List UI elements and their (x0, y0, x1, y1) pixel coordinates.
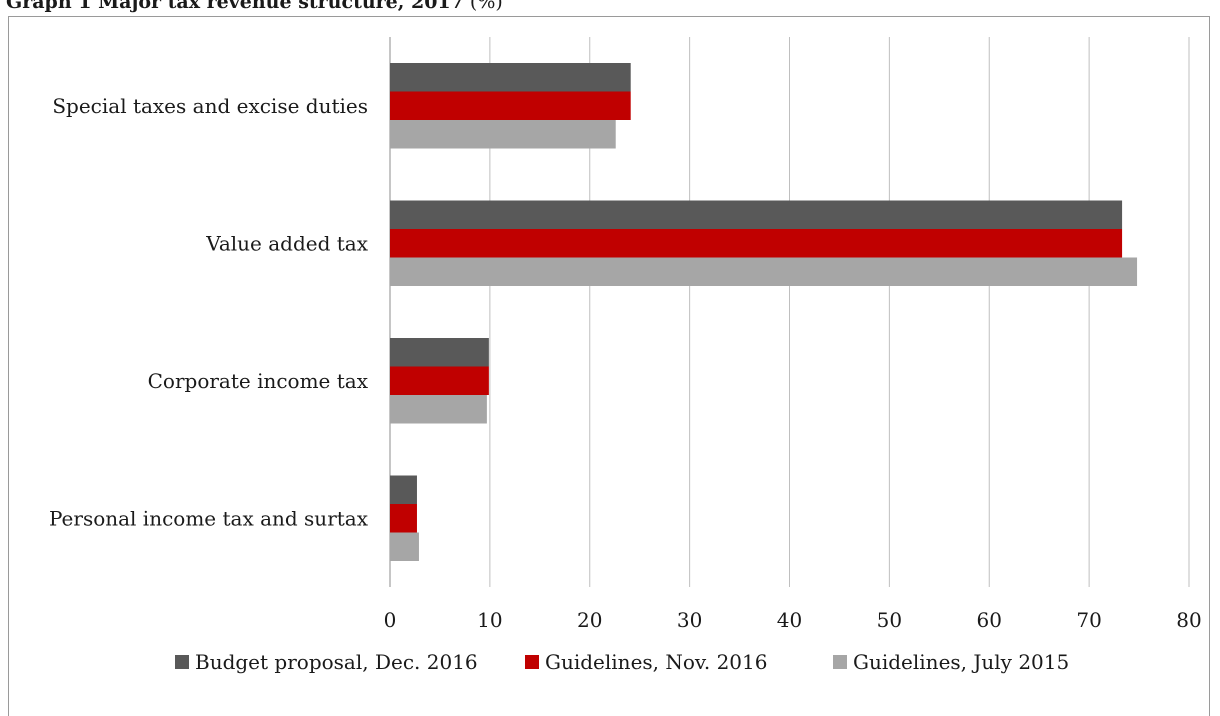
chart-frame (8, 16, 1210, 716)
legend-swatch-2 (525, 655, 539, 669)
category-labels: Special taxes and excise duties Value add… (49, 94, 369, 531)
bar-4-series-2 (390, 504, 417, 533)
caption-title: Graph 1 Major tax revenue structure, 201… (6, 0, 464, 13)
x-tick-labels: 0 10 20 30 40 50 60 70 80 (384, 608, 1202, 632)
category-label: Personal income tax and surtax (49, 506, 369, 530)
x-tick-label: 0 (384, 608, 397, 632)
x-tick-label: 50 (877, 608, 902, 632)
legend-swatch-3 (833, 655, 847, 669)
category-label: Corporate income tax (148, 369, 369, 393)
bar-2-series-2 (390, 229, 1123, 258)
x-tick-label: 80 (1176, 608, 1201, 632)
legend-label-3: Guidelines, July 2015 (853, 650, 1069, 674)
bar-3-series-2 (390, 366, 489, 395)
bar-4-series-3 (390, 532, 419, 561)
bar-3-series-1 (390, 338, 489, 367)
caption-unit: (%) (463, 0, 503, 13)
x-tick-label: 30 (677, 608, 702, 632)
legend-swatch-1 (175, 655, 189, 669)
category-label: Value added tax (205, 231, 368, 255)
bar-2-series-1 (390, 200, 1123, 229)
x-tick-label: 60 (977, 608, 1002, 632)
bar-1-series-2 (390, 91, 631, 120)
x-tick-label: 70 (1076, 608, 1101, 632)
x-tick-label: 20 (577, 608, 602, 632)
bars (390, 63, 1138, 561)
legend-label-2: Guidelines, Nov. 2016 (545, 650, 767, 674)
bar-3-series-3 (390, 395, 487, 424)
bar-1-series-3 (390, 120, 616, 149)
chart-caption: Graph 1 Major tax revenue structure, 201… (6, 0, 503, 13)
legend-label-1: Budget proposal, Dec. 2016 (195, 650, 478, 674)
bar-2-series-3 (390, 257, 1138, 286)
legend: Budget proposal, Dec. 2016 Guidelines, No… (175, 650, 1069, 674)
category-label: Special taxes and excise duties (52, 94, 368, 118)
bar-1-series-1 (390, 63, 631, 92)
bar-4-series-1 (390, 475, 417, 504)
x-tick-label: 10 (477, 608, 502, 632)
x-tick-label: 40 (777, 608, 802, 632)
